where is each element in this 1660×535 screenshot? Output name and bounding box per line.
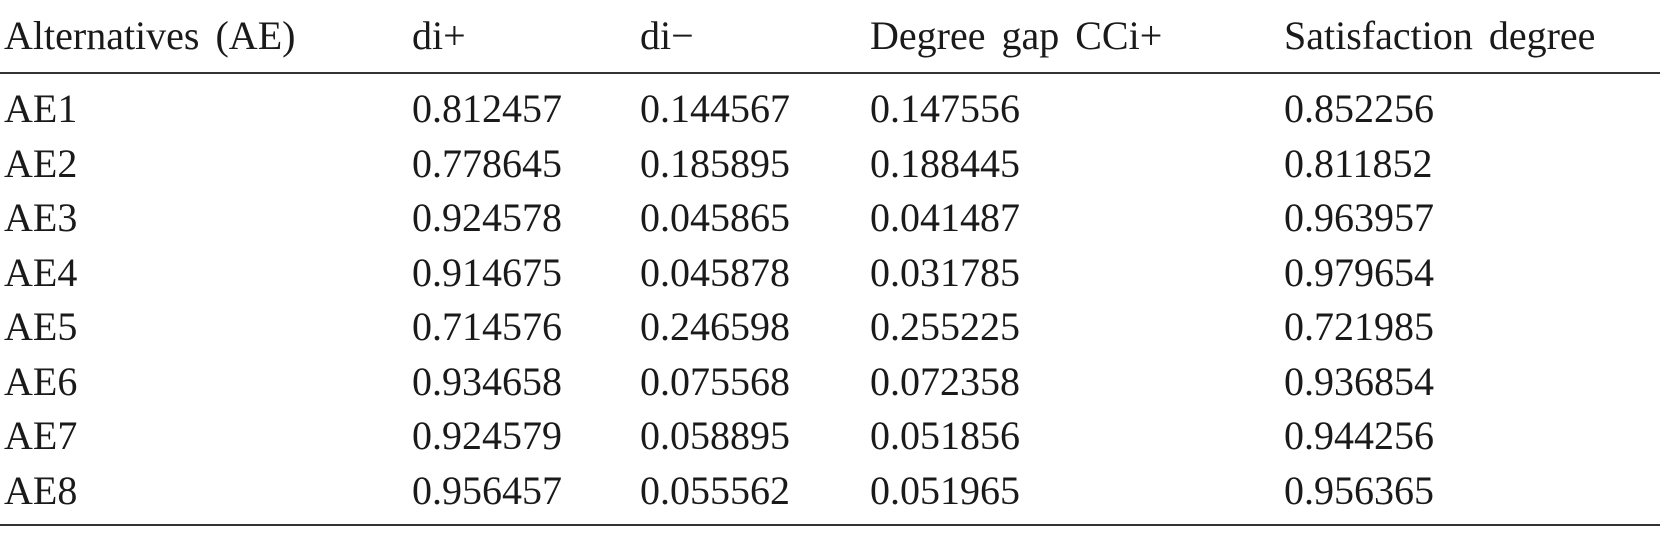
cell-di-minus: 0.045865 <box>640 195 790 241</box>
cell-di-minus: 0.075568 <box>640 358 790 404</box>
cell-satisfaction-degree: 0.811852 <box>1284 140 1433 186</box>
header-alternatives: Alternatives (AE) <box>4 13 296 58</box>
cell-degree-gap: 0.051965 <box>870 467 1020 513</box>
cell-satisfaction-degree: 0.963957 <box>1284 195 1434 241</box>
table-row: AE7 0.924579 0.058895 0.051856 0.944256 <box>0 409 1660 464</box>
cell-alternative: AE7 <box>4 413 78 459</box>
cell-alternative: AE1 <box>4 86 78 132</box>
cell-degree-gap: 0.255225 <box>870 304 1020 350</box>
cell-alternative: AE4 <box>4 249 78 295</box>
table-row: AE6 0.934658 0.075568 0.072358 0.936854 <box>0 355 1660 410</box>
cell-satisfaction-degree: 0.852256 <box>1284 86 1434 132</box>
cell-degree-gap: 0.072358 <box>870 358 1020 404</box>
cell-di-minus: 0.058895 <box>640 413 790 459</box>
header-di-plus: di+ <box>412 13 466 58</box>
cell-di-plus: 0.924578 <box>412 195 562 241</box>
cell-satisfaction-degree: 0.944256 <box>1284 413 1434 459</box>
cell-di-plus: 0.714576 <box>412 304 562 350</box>
cell-di-plus: 0.956457 <box>412 467 562 513</box>
cell-alternative: AE3 <box>4 195 78 241</box>
table-row: AE5 0.714576 0.246598 0.255225 0.721985 <box>0 300 1660 355</box>
cell-alternative: AE2 <box>4 140 78 186</box>
cell-degree-gap: 0.147556 <box>870 86 1020 132</box>
header-row: Alternatives (AE) di+ di− Degree gap CCi… <box>0 0 1660 73</box>
cell-alternative: AE6 <box>4 358 78 404</box>
cell-di-minus: 0.144567 <box>640 86 790 132</box>
table-row: AE2 0.778645 0.185895 0.188445 0.811852 <box>0 137 1660 192</box>
table-row: AE8 0.956457 0.055562 0.051965 0.956365 <box>0 464 1660 525</box>
cell-degree-gap: 0.188445 <box>870 140 1020 186</box>
cell-di-plus: 0.778645 <box>412 140 562 186</box>
cell-di-plus: 0.812457 <box>412 86 562 132</box>
cell-di-minus: 0.185895 <box>640 140 790 186</box>
cell-di-minus: 0.246598 <box>640 304 790 350</box>
cell-satisfaction-degree: 0.936854 <box>1284 358 1434 404</box>
table-header: Alternatives (AE) di+ di− Degree gap CCi… <box>0 0 1660 73</box>
cell-degree-gap: 0.031785 <box>870 249 1020 295</box>
cell-alternative: AE5 <box>4 304 78 350</box>
header-satisfaction-degree: Satisfaction degree <box>1284 13 1596 58</box>
table-row: AE1 0.812457 0.144567 0.147556 0.852256 <box>0 73 1660 137</box>
cell-degree-gap: 0.041487 <box>870 195 1020 241</box>
cell-di-minus: 0.045878 <box>640 249 790 295</box>
table-row: AE3 0.924578 0.045865 0.041487 0.963957 <box>0 191 1660 246</box>
table-body: AE1 0.812457 0.144567 0.147556 0.852256 … <box>0 73 1660 525</box>
cell-di-minus: 0.055562 <box>640 467 790 513</box>
cell-di-plus: 0.924579 <box>412 413 562 459</box>
header-di-minus: di− <box>640 13 694 58</box>
cell-satisfaction-degree: 0.979654 <box>1284 249 1434 295</box>
header-degree-gap: Degree gap CCi+ <box>870 13 1163 58</box>
cell-satisfaction-degree: 0.721985 <box>1284 304 1434 350</box>
cell-di-plus: 0.914675 <box>412 249 562 295</box>
cell-alternative: AE8 <box>4 467 78 513</box>
table-row: AE4 0.914675 0.045878 0.031785 0.979654 <box>0 246 1660 301</box>
cell-satisfaction-degree: 0.956365 <box>1284 467 1434 513</box>
cell-degree-gap: 0.051856 <box>870 413 1020 459</box>
cell-di-plus: 0.934658 <box>412 358 562 404</box>
